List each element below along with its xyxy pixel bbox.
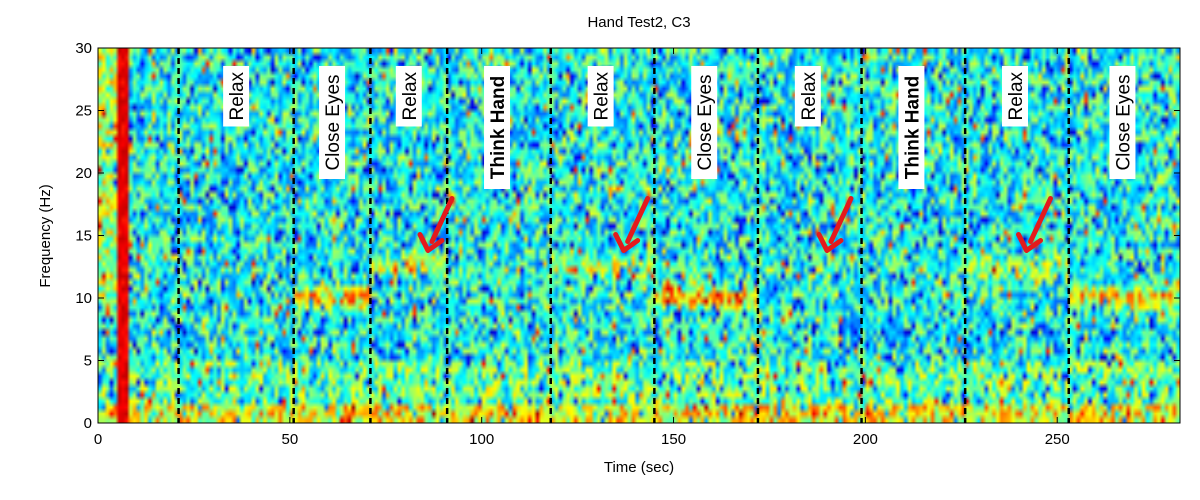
segment-label-box xyxy=(395,66,422,127)
chart-title: Hand Test2, C3 xyxy=(587,14,690,31)
segment-label: Close Eyes xyxy=(1109,66,1136,179)
heatmap-image xyxy=(98,48,1180,423)
x-tick-label: 0 xyxy=(94,431,102,448)
segment-label: Relax xyxy=(587,66,614,127)
y-axis-ticks: 0 5 10 15 20 25 30 xyxy=(75,40,1180,432)
segment-label-box xyxy=(319,66,346,179)
segment-label-text: Close Eyes xyxy=(695,74,716,170)
segment-boundaries xyxy=(177,48,1070,423)
segment-label: Relax xyxy=(1002,66,1029,127)
y-tick-label: 10 xyxy=(75,290,92,307)
x-tick-label: 150 xyxy=(661,431,686,448)
segment-label-text: Relax xyxy=(227,71,248,120)
red-arrow-icon xyxy=(816,196,854,253)
y-tick-label: 5 xyxy=(84,353,92,370)
segment-label-box xyxy=(1109,66,1136,179)
segment-label-box xyxy=(898,66,925,189)
segment-label: Relax xyxy=(395,66,422,127)
segment-label: Think Hand xyxy=(484,66,511,189)
segment-label-text: Close Eyes xyxy=(323,74,344,170)
segment-label-text: Relax xyxy=(799,71,820,120)
x-axis-ticks: 0 50 100 150 200 250 xyxy=(94,48,1070,448)
segment-label-box xyxy=(484,66,511,189)
segment-label-text: Think Hand xyxy=(902,76,923,179)
segment-label: Close Eyes xyxy=(319,66,346,179)
segment-label: Close Eyes xyxy=(691,66,718,179)
arrow-head xyxy=(1016,232,1044,253)
y-tick-label: 0 xyxy=(84,415,92,432)
segment-label-box xyxy=(587,66,614,127)
segment-label-text: Relax xyxy=(1006,71,1027,120)
y-tick-label: 30 xyxy=(75,40,92,57)
arrow-shaft xyxy=(625,196,651,244)
annotation-arrows xyxy=(417,196,1054,253)
arrow-head xyxy=(417,232,445,253)
arrow-shaft xyxy=(828,196,854,244)
red-arrow-icon xyxy=(613,196,651,253)
arrow-shaft xyxy=(429,196,455,244)
segment-label-box xyxy=(691,66,718,179)
segment-label: Relax xyxy=(794,66,821,127)
y-tick-label: 20 xyxy=(75,165,92,182)
x-tick-label: 50 xyxy=(282,431,299,448)
y-axis-title: Frequency (Hz) xyxy=(37,184,54,287)
segment-labels: Relax Close Eyes Relax Think Hand Relax Close… xyxy=(223,66,1136,189)
arrow-head xyxy=(613,232,641,253)
spectrogram-heatmap xyxy=(98,48,1180,423)
segment-label: Relax xyxy=(223,66,250,127)
red-arrow-icon xyxy=(1016,196,1054,253)
segment-label-text: Think Hand xyxy=(488,76,509,179)
y-tick-label: 25 xyxy=(75,103,92,120)
segment-label-box xyxy=(223,66,250,127)
x-axis-title: Time (sec) xyxy=(604,459,674,476)
segment-label-box xyxy=(794,66,821,127)
y-tick-label: 15 xyxy=(75,228,92,245)
segment-label: Think Hand xyxy=(898,66,925,189)
x-tick-label: 200 xyxy=(853,431,878,448)
x-tick-label: 100 xyxy=(469,431,494,448)
arrow-head xyxy=(816,232,844,253)
segment-label-text: Relax xyxy=(400,71,421,120)
arrow-shaft xyxy=(1028,196,1054,244)
segment-label-box xyxy=(1002,66,1029,127)
x-tick-label: 250 xyxy=(1045,431,1070,448)
red-arrow-icon xyxy=(417,196,455,253)
segment-label-text: Relax xyxy=(592,71,613,120)
segment-label-text: Close Eyes xyxy=(1113,74,1134,170)
